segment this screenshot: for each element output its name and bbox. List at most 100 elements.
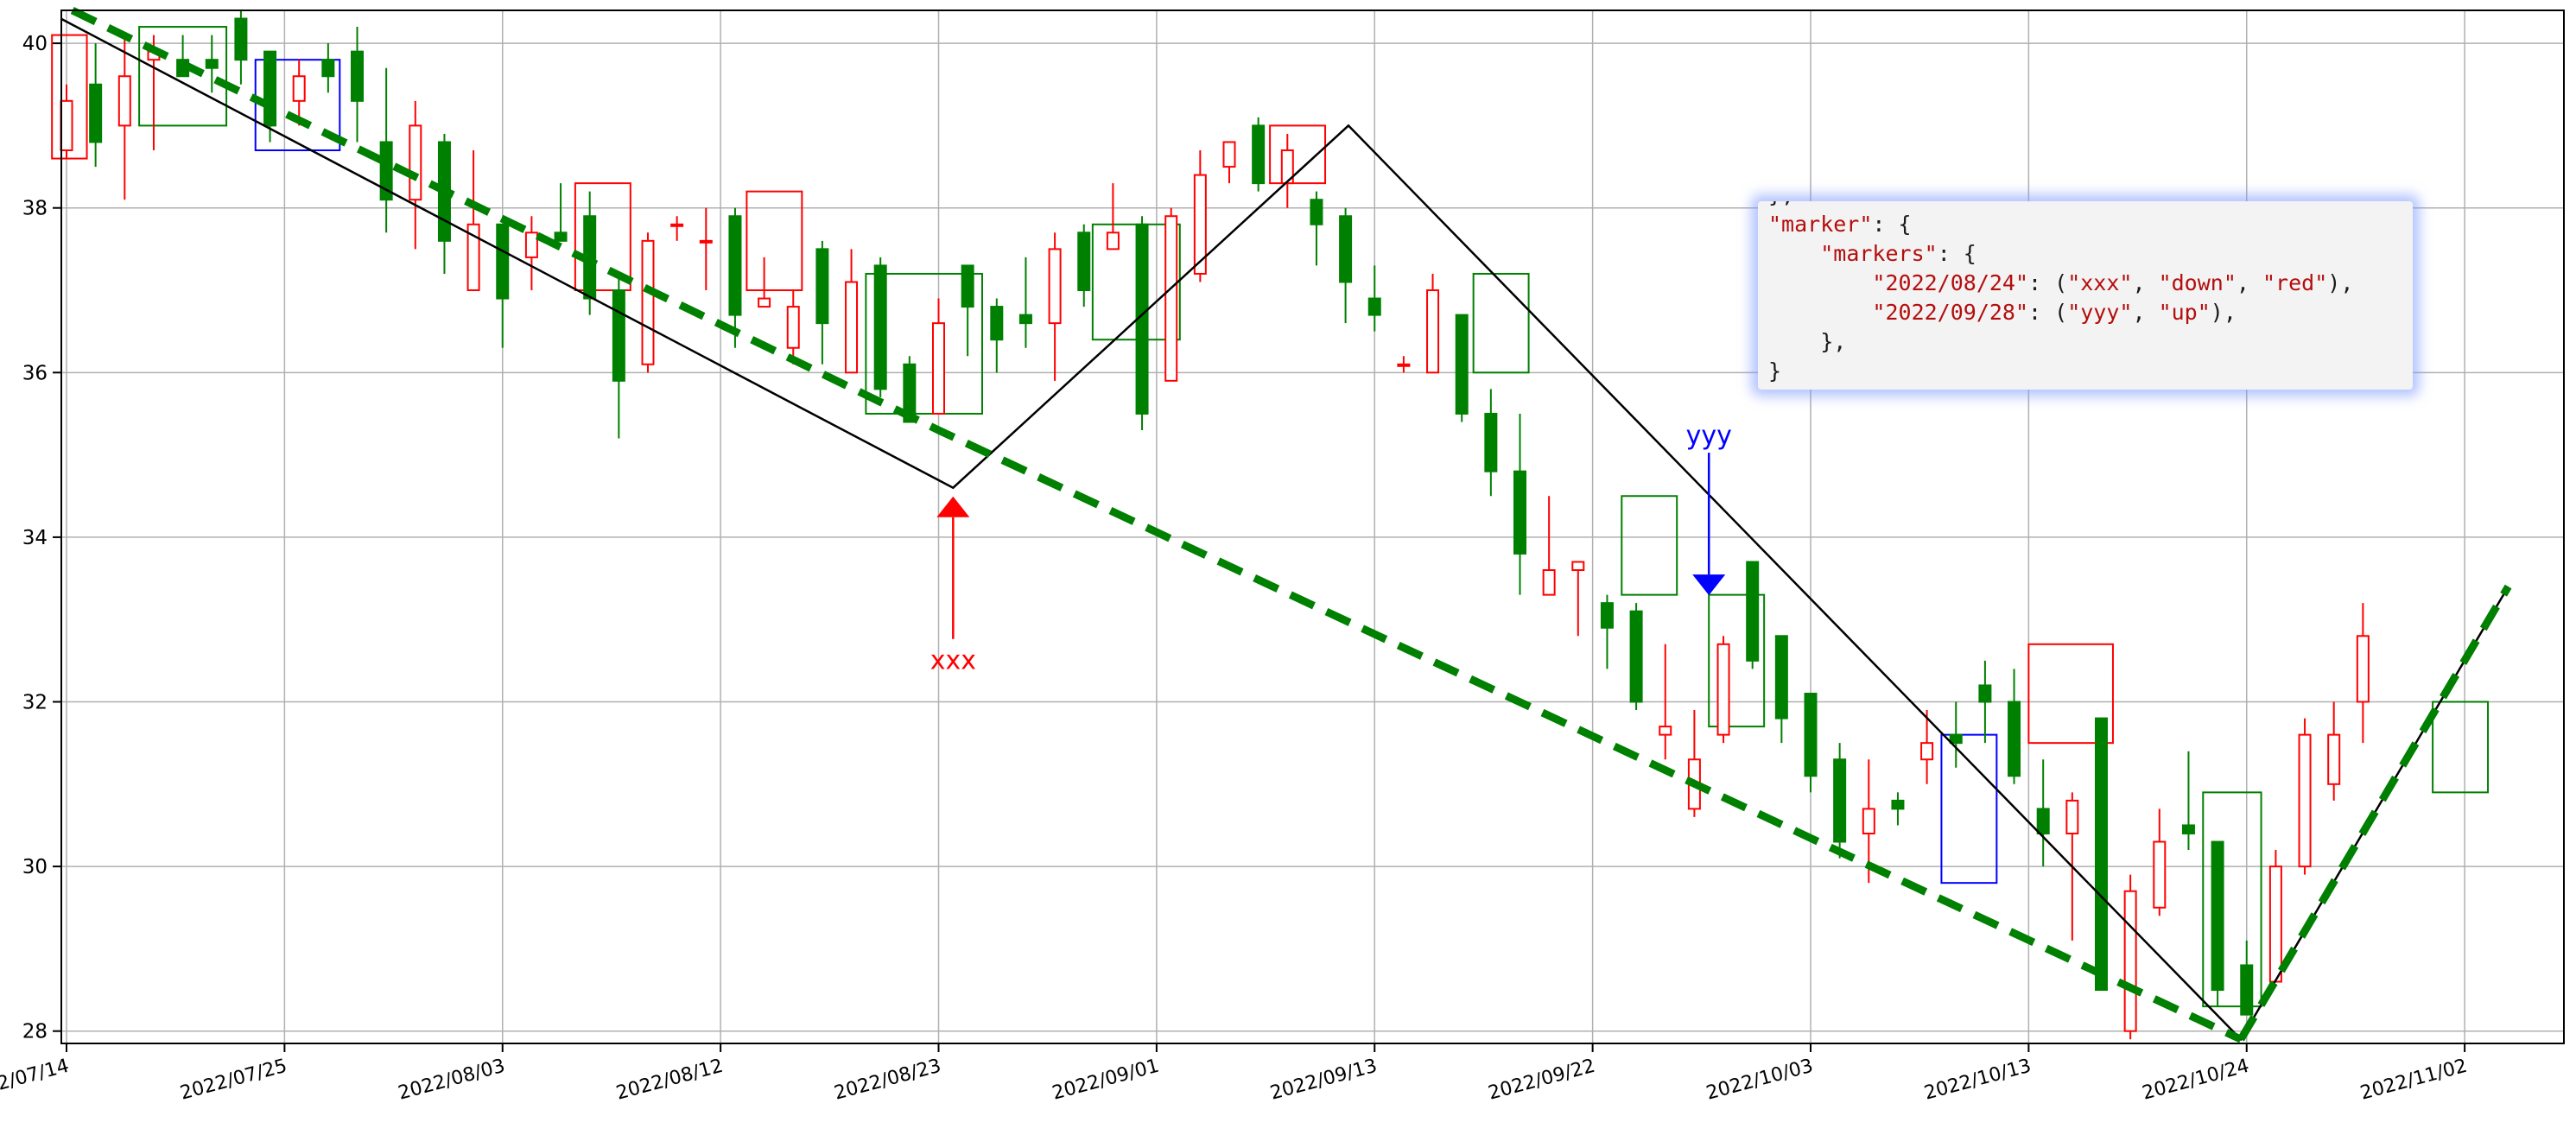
- code-token: "yyy": [2067, 300, 2132, 325]
- code-token: [1768, 241, 1820, 266]
- code-token: "2022/08/24": [1872, 270, 2028, 295]
- y-tick-label: 36: [22, 362, 48, 384]
- y-tick-label: 34: [22, 527, 48, 549]
- candle-body: [322, 60, 333, 76]
- code-line: "markers": {: [1768, 241, 1976, 266]
- code-token: [1768, 270, 1872, 295]
- candle-body: [2008, 702, 2020, 777]
- candle-body: [1078, 232, 1089, 290]
- marker-config-box: }, "marker": { "markers": { "2022/08/24":…: [1758, 201, 2413, 390]
- x-tick-label: 2022/08/23: [832, 1056, 943, 1105]
- code-line: "2022/09/28": ("yyy", "up"),: [1768, 300, 2237, 325]
- candle-body: [1834, 759, 1845, 841]
- candle-body: [2066, 801, 2078, 834]
- code-token: },: [1768, 329, 1846, 354]
- candle-body: [613, 290, 625, 381]
- y-tick-label: 28: [22, 1021, 48, 1043]
- candle-body: [2300, 735, 2311, 866]
- candle-body: [264, 52, 276, 126]
- candle-body: [962, 265, 974, 307]
- candle-body: [1747, 562, 1758, 661]
- code-line: "marker": {: [1768, 212, 1912, 237]
- candle-body: [1572, 562, 1583, 571]
- candle-body: [497, 225, 508, 299]
- candle-body: [1485, 414, 1496, 472]
- code-line: },: [1768, 329, 1846, 354]
- candle-body: [788, 307, 799, 348]
- marker-label: xxx: [930, 646, 976, 676]
- code-token: "2022/09/28": [1872, 300, 2028, 325]
- code-token: ),: [2211, 300, 2237, 325]
- candle-body: [1659, 726, 1671, 735]
- candle-body: [2270, 866, 2281, 981]
- code-token: "red": [2262, 270, 2327, 295]
- candle-body: [1921, 743, 1932, 759]
- candle-body: [1224, 142, 1235, 167]
- code-token: ),: [2327, 270, 2353, 295]
- y-tick-label: 30: [22, 856, 48, 878]
- code-line: }: [1768, 358, 1781, 384]
- code-token: [1768, 300, 1872, 325]
- candle-body: [352, 52, 363, 101]
- candle-body: [846, 282, 857, 372]
- candle-body: [2154, 842, 2165, 908]
- candle-body: [2212, 842, 2224, 991]
- candle-body: [1050, 249, 1061, 323]
- code-token: : {: [1938, 241, 1976, 266]
- x-tick-label: 2022/11/02: [2358, 1056, 2470, 1105]
- x-tick-label: 2022/07/14: [0, 1056, 72, 1105]
- candle-body: [1398, 365, 1409, 366]
- candle-body: [933, 323, 944, 414]
- candle-body: [671, 225, 682, 226]
- candle-body: [294, 76, 305, 101]
- x-tick-label: 2022/09/13: [1268, 1056, 1380, 1105]
- candle-body: [701, 241, 712, 243]
- candle-body: [1456, 315, 1468, 414]
- candle-body: [1107, 232, 1119, 249]
- candle-body: [2038, 808, 2049, 834]
- candle-body: [90, 85, 101, 143]
- candle-body: [2125, 891, 2136, 1031]
- y-tick-label: 38: [22, 198, 48, 220]
- candle-body: [1165, 216, 1177, 381]
- candle-body: [1602, 603, 1613, 628]
- candle-body: [1514, 472, 1526, 554]
- candle-body: [2183, 825, 2194, 834]
- x-tick-label: 2022/09/01: [1050, 1056, 1161, 1105]
- candle-body: [235, 19, 246, 60]
- x-tick-label: 2022/08/03: [396, 1056, 507, 1105]
- code-token: }: [1768, 358, 1781, 384]
- code-token: "marker": [1768, 212, 1872, 237]
- y-tick-label: 40: [22, 33, 48, 55]
- candle-body: [1805, 694, 1817, 776]
- candle-body: [1369, 299, 1380, 315]
- candle-body: [1979, 685, 1990, 701]
- candle-body: [875, 265, 886, 389]
- x-tick-label: 2022/09/22: [1486, 1056, 1597, 1105]
- candle-body: [2328, 735, 2339, 784]
- candle-body: [1310, 200, 1322, 225]
- candle-body: [555, 232, 567, 241]
- candle-body: [1863, 808, 1875, 834]
- y-tick-label: 32: [22, 692, 48, 714]
- code-token: ,: [2132, 300, 2158, 325]
- candle-body: [643, 241, 654, 365]
- candle-body: [409, 125, 421, 200]
- candle-body: [2096, 719, 2107, 990]
- candle-body: [1892, 801, 1903, 809]
- candle-body: [2241, 965, 2252, 1014]
- candle-body: [1340, 216, 1351, 282]
- code-token: "down": [2159, 270, 2237, 295]
- candle-body: [1776, 636, 1787, 718]
- candle-body: [61, 101, 73, 150]
- x-tick-label: 2022/07/25: [178, 1056, 289, 1105]
- candle-body: [526, 232, 537, 257]
- code-token: },: [1768, 201, 1794, 207]
- code-token: ,: [2132, 270, 2158, 295]
- candle-body: [1253, 125, 1264, 183]
- candle-body: [1544, 570, 1555, 595]
- candle-body: [1718, 644, 1729, 735]
- candle-body: [119, 76, 130, 125]
- candle-body: [1951, 735, 1962, 744]
